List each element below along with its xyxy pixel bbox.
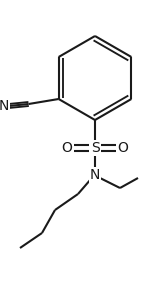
Text: N: N (90, 168, 100, 182)
Text: O: O (118, 141, 128, 155)
Text: S: S (91, 141, 99, 155)
Text: N: N (0, 99, 9, 113)
Text: O: O (62, 141, 72, 155)
